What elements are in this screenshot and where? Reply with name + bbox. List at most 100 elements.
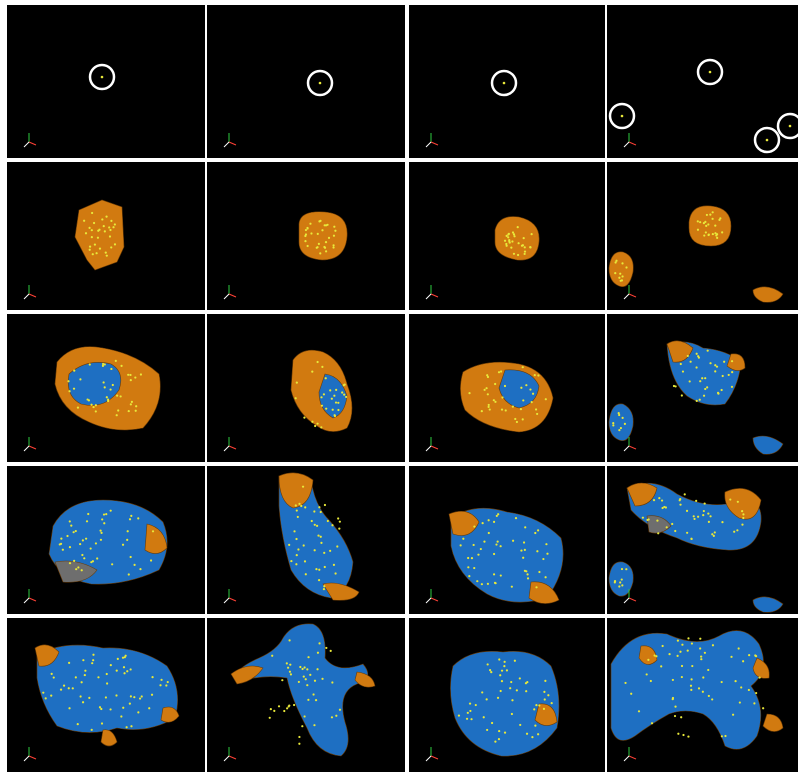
- segmented-volume: [626, 482, 658, 507]
- vertex-marker: [545, 543, 548, 546]
- vertex-marker: [128, 702, 131, 705]
- vertex-marker: [88, 245, 92, 248]
- vertex-marker: [511, 539, 515, 542]
- vertex-marker: [473, 566, 476, 570]
- vertex-marker: [711, 217, 714, 220]
- vertex-marker: [72, 387, 76, 390]
- vertex-marker: [535, 704, 538, 707]
- vertex-marker: [742, 660, 745, 663]
- vertex-marker: [521, 366, 524, 369]
- segmented-volume: [354, 671, 376, 688]
- vertex-marker: [323, 565, 326, 569]
- vertex-marker: [660, 499, 664, 502]
- panel-render: [223, 349, 353, 452]
- vertex-marker: [680, 394, 683, 397]
- grown-region: [67, 362, 122, 406]
- vertex-marker: [525, 690, 528, 693]
- vertex-marker: [87, 512, 90, 516]
- vertex-marker: [112, 226, 115, 229]
- vertex-marker: [523, 250, 527, 253]
- vertex-marker: [127, 573, 130, 576]
- render-panel-r1-c1: [7, 5, 205, 158]
- vertex-marker: [676, 639, 680, 642]
- vertex-marker: [668, 653, 671, 656]
- vertex-marker: [96, 557, 99, 560]
- vertex-marker: [618, 429, 621, 432]
- vertex-marker: [92, 221, 96, 225]
- vertex-marker: [109, 509, 112, 512]
- vertex-marker: [462, 537, 465, 540]
- vertex-marker: [487, 531, 490, 535]
- vertex-marker: [503, 731, 507, 734]
- vertex-marker: [105, 215, 108, 218]
- vertex-marker: [717, 392, 720, 395]
- vertex-marker: [731, 713, 735, 716]
- axis-triad-icon: [223, 285, 237, 300]
- vertex-marker: [320, 426, 323, 429]
- vertex-marker: [486, 393, 489, 396]
- vertex-marker: [297, 548, 300, 551]
- vertex-marker: [303, 560, 307, 563]
- vertex-marker: [334, 229, 337, 232]
- panel-render: [223, 211, 348, 300]
- vertex-marker: [301, 725, 304, 728]
- vertex-marker: [288, 670, 292, 673]
- vertex-marker: [116, 657, 119, 660]
- vertex-marker: [139, 373, 143, 376]
- vertex-marker: [318, 642, 321, 645]
- vertex-marker: [101, 362, 105, 366]
- vertex-marker: [538, 704, 541, 707]
- vertex-marker: [500, 669, 504, 672]
- vertex-marker: [298, 502, 301, 505]
- vertex-marker: [341, 391, 344, 394]
- vertex-marker: [68, 707, 71, 710]
- vertex-marker: [704, 387, 707, 391]
- render-panel-r5-c1: [7, 618, 205, 772]
- vertex-marker: [738, 701, 741, 704]
- vertex-marker: [649, 679, 652, 683]
- vertex-marker: [337, 408, 340, 412]
- vertex-marker: [321, 229, 324, 232]
- vertex-marker: [331, 524, 334, 527]
- vertex-marker: [513, 235, 516, 238]
- vertex-marker: [647, 658, 650, 662]
- vertex-marker: [522, 556, 525, 559]
- vertex-marker: [277, 705, 281, 708]
- vertex-marker: [128, 518, 132, 521]
- vertex-marker: [497, 371, 501, 374]
- vertex-marker: [90, 236, 93, 239]
- vertex-marker: [695, 366, 698, 369]
- vertex-marker: [326, 223, 329, 226]
- vertex-marker: [129, 695, 132, 698]
- vertex-marker: [134, 409, 137, 412]
- vertex-marker: [621, 416, 624, 419]
- vertex-marker: [269, 708, 272, 711]
- axis-triad-icon: [425, 747, 439, 762]
- grown-region: [752, 435, 784, 455]
- vertex-marker: [303, 666, 306, 669]
- vertex-marker: [672, 384, 676, 388]
- render-panel-r2-c2: [207, 162, 405, 310]
- vertex-marker: [285, 662, 288, 665]
- vertex-marker: [748, 654, 751, 657]
- vertex-marker: [681, 370, 685, 373]
- vertex-marker: [505, 669, 509, 672]
- vertex-marker: [67, 687, 70, 690]
- vertex-marker: [325, 407, 328, 410]
- vertex-marker: [705, 224, 708, 228]
- vertex-marker: [302, 544, 305, 547]
- vertex-marker: [513, 659, 516, 662]
- vertex-marker: [486, 663, 489, 666]
- vertex-marker: [535, 586, 538, 589]
- vertex-marker: [516, 225, 519, 229]
- vertex-marker: [106, 682, 109, 685]
- vertex-marker: [653, 654, 656, 657]
- vertex-marker: [536, 550, 539, 553]
- axis-triad-icon: [623, 285, 637, 300]
- grown-region: [36, 644, 178, 733]
- vertex-marker: [333, 394, 336, 397]
- vertex-marker: [494, 582, 497, 585]
- vertex-marker: [317, 534, 320, 537]
- vertex-marker: [647, 518, 650, 521]
- vertex-marker: [307, 698, 310, 701]
